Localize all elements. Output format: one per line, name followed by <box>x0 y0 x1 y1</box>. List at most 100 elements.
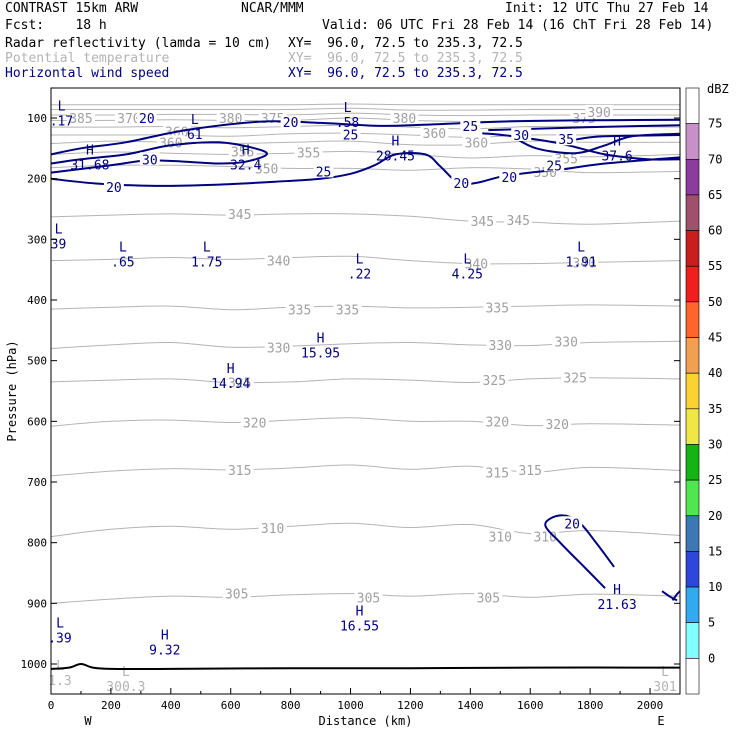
isentrope-label-bg <box>543 416 572 430</box>
x-tick-label: 1200 <box>397 699 424 712</box>
wind-label: 30 <box>513 129 529 144</box>
wind-label: 25 <box>546 159 562 174</box>
colorbar-level: 0 <box>708 651 715 665</box>
isentrope-label: 330 <box>267 341 290 356</box>
x-tick-label: 0 <box>48 699 55 712</box>
isentrope-label-bg <box>504 212 533 226</box>
isentrope-label: 325 <box>483 374 506 389</box>
isentrope-335 <box>50 304 681 311</box>
colorbar-level: 70 <box>708 152 722 166</box>
extremum-value: .58 <box>336 116 359 131</box>
extremum-letter: L <box>55 222 63 237</box>
isentrope-label: 310 <box>533 531 556 546</box>
extremum-letter: L <box>356 253 364 268</box>
x-tick-label: 1600 <box>517 699 544 712</box>
extremum-value: 31.68 <box>70 158 109 173</box>
isentrope-label-bg <box>354 590 383 604</box>
x-tick-label: 400 <box>161 699 181 712</box>
isentrope-label-bg <box>285 302 314 316</box>
wind-label-bg <box>340 127 361 141</box>
colorbar-swatch <box>685 551 700 588</box>
wind-label: 20 <box>139 112 155 127</box>
colorbar-level: 20 <box>708 509 722 523</box>
extremum-letter: L <box>203 240 211 255</box>
y-tick-label: 1000 <box>21 658 48 671</box>
wind-contour-3 <box>488 124 681 132</box>
colorbar-swatch <box>685 337 700 374</box>
wind-contour-9 <box>671 590 681 601</box>
isentrope-label-bg <box>225 375 254 389</box>
isentrope-label-bg <box>216 111 245 124</box>
isentrope-label: 345 <box>507 214 530 229</box>
colorbar-swatch <box>685 194 700 231</box>
colorbar-swatch <box>685 515 700 552</box>
isentrope-label: 320 <box>243 417 266 432</box>
wind-label-bg <box>460 118 481 132</box>
surface-pressure-line <box>50 662 681 671</box>
isentrope-label: 360 <box>465 136 488 151</box>
x-tick-label: 200 <box>101 699 121 712</box>
extremum-letter: L <box>191 113 199 128</box>
extremum-letter: H <box>392 134 400 149</box>
wind-label-bg <box>511 127 532 141</box>
extremum-letter: L <box>344 101 352 116</box>
extremum-letter: H <box>161 629 169 644</box>
isentrope-330 <box>50 340 681 349</box>
isentrope-390 <box>51 103 680 106</box>
isentrope-label: 305 <box>357 591 380 606</box>
isentrope-label: 350 <box>255 162 278 177</box>
isentrope-label-bg <box>468 214 497 228</box>
colorbar-level: 40 <box>708 366 722 380</box>
y-axis-label: Pressure (hPa) <box>5 340 19 441</box>
colorbar-swatch <box>685 444 700 481</box>
colorbar-swatch <box>685 87 700 124</box>
colorbar-swatch <box>685 301 700 338</box>
isentrope-label-bg <box>531 529 560 543</box>
field-xy-reflectivity: XY= 96.0, 72.5 to 235.3, 72.5 <box>288 36 523 51</box>
isentrope-label-bg <box>516 462 545 476</box>
extremum-letter: H <box>613 583 621 598</box>
extremum-value: .65 <box>111 255 134 270</box>
wind-label: 35 <box>558 133 574 148</box>
wind-label-bg <box>136 111 157 124</box>
isentrope-label: 315 <box>486 466 509 481</box>
isentrope-305 <box>50 593 681 604</box>
isentrope-320 <box>50 417 681 427</box>
wind-speed-contours <box>50 118 681 602</box>
colorbar-swatch <box>685 479 700 517</box>
y-tick-label: 100 <box>27 112 47 125</box>
isentrope-label: 355 <box>297 147 320 162</box>
extremum-letter: L <box>577 240 585 255</box>
wind-label-bg <box>544 158 565 172</box>
axes: 0 200 400 600 800 1000 1200 1400 1600 1800 2000 100… <box>5 112 680 728</box>
extremum-value: .17 <box>50 115 73 130</box>
isentrope-label-bg <box>462 135 491 149</box>
isentrope-label: 305 <box>225 588 248 603</box>
wind-label-bg <box>103 180 124 194</box>
extremum-value: 37.6 <box>601 149 632 164</box>
isentrope-label-bg <box>252 161 281 175</box>
extremum-value: 15.95 <box>301 346 340 361</box>
extremum-letter: L <box>58 100 66 115</box>
extremum-value: 32.4 <box>230 158 261 173</box>
isentrope-label: 335 <box>288 304 311 319</box>
isentrope-label: 330 <box>489 339 512 354</box>
isentrope-label-bg <box>480 373 509 387</box>
isentrope-label-bg <box>420 126 449 140</box>
isentrope-label-bg <box>585 104 614 118</box>
wind-contour-8 <box>661 590 678 602</box>
isentrope-label: 315 <box>228 464 251 479</box>
isentrope-label-bg <box>570 255 599 269</box>
extremum-value: 16.55 <box>340 619 379 634</box>
colorbar-swatch <box>685 123 700 160</box>
isentrope-label-bg <box>66 111 95 124</box>
x-end-label-east: E <box>657 714 664 728</box>
y-tick-label: 600 <box>27 415 47 428</box>
isentrope-label-bg <box>486 337 515 351</box>
isentrope-label-bg <box>483 465 512 479</box>
isentrope-label: 315 <box>518 464 541 479</box>
x-tick-label: 1000 <box>337 699 364 712</box>
x-axis-label: Distance (km) <box>319 714 413 728</box>
